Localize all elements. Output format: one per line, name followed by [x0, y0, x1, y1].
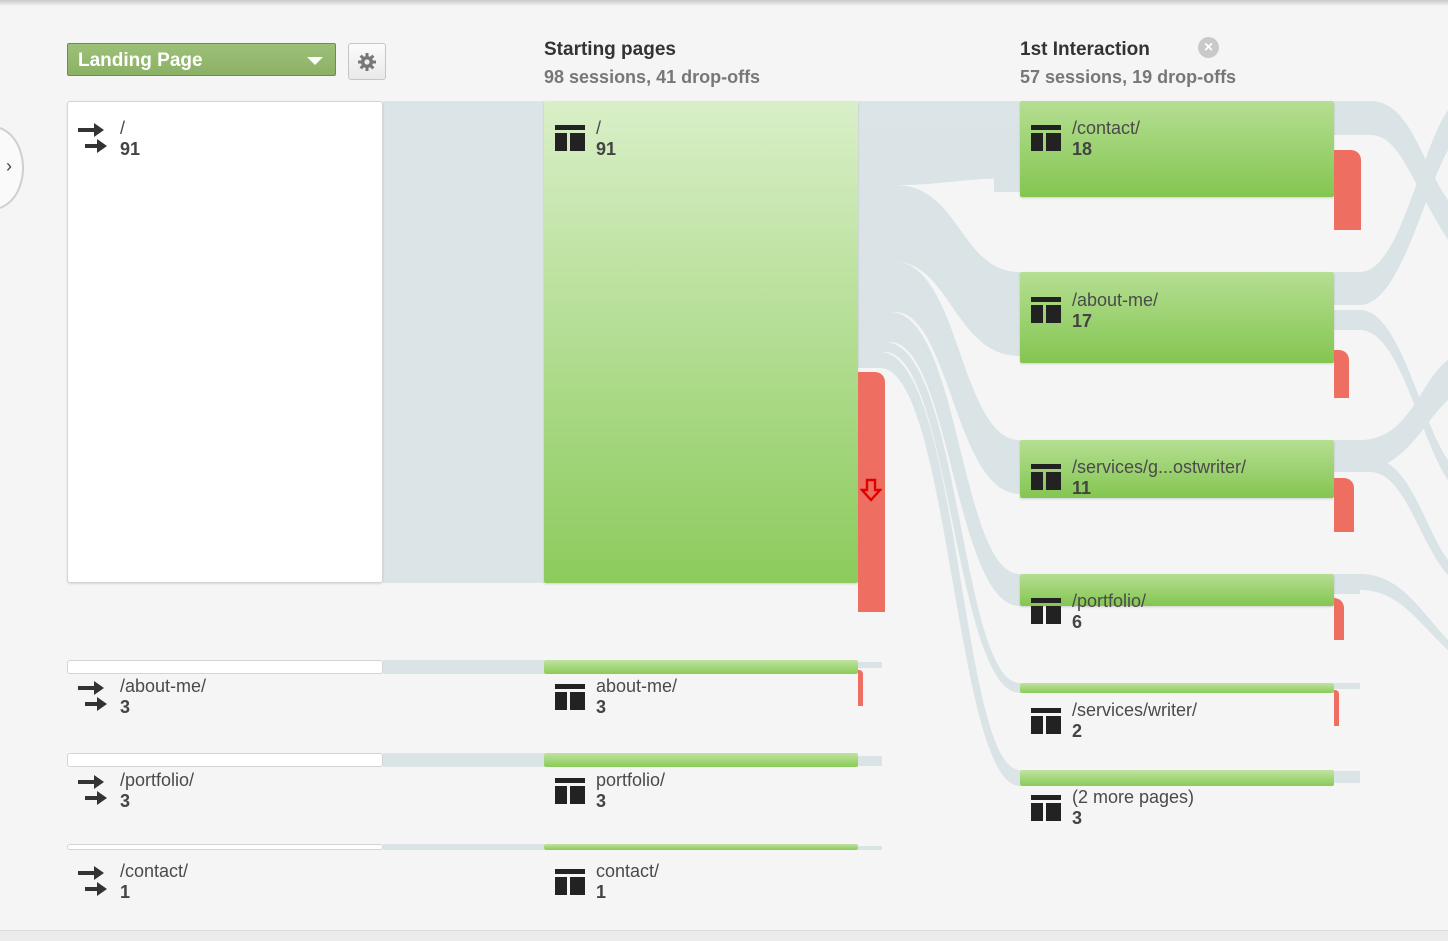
interaction-dropoff-services[interactable] [1334, 478, 1354, 532]
node-path: /services/writer/ [1072, 700, 1198, 720]
starting-dropoff-about[interactable] [858, 670, 863, 706]
landing-node-contact[interactable] [67, 844, 383, 850]
interaction-dropoff-about[interactable] [1334, 350, 1349, 398]
flow-home-contact [858, 101, 1020, 185]
page-layout-icon [555, 869, 585, 895]
landing-label-contact: /contact/ 1 [120, 861, 188, 903]
node-path: /portfolio/ [120, 770, 195, 790]
flow-home-services [858, 262, 1020, 494]
node-path: (2 more pages) [1072, 787, 1195, 807]
node-path: /about-me/ [120, 676, 207, 696]
starting-pages-title: Starting pages [544, 39, 676, 60]
node-count: 1 [596, 882, 607, 902]
landing-label-home: / 91 [120, 118, 140, 160]
starting-label-about: about-me/ 3 [596, 676, 677, 718]
starting-pages-subtitle: 98 sessions, 41 drop-offs [544, 67, 761, 87]
interaction-dropoff-portfolio[interactable] [1334, 598, 1344, 640]
page-layout-icon [1031, 464, 1061, 490]
node-count: 91 [120, 139, 141, 159]
page-layout-icon [1031, 297, 1061, 323]
interaction-node-contact[interactable] [1020, 101, 1334, 197]
node-path: /about-me/ [1072, 290, 1159, 310]
node-path: /services/g...ostwriter/ [1072, 457, 1247, 477]
interaction-node-portfolio[interactable] [1020, 574, 1334, 606]
page-layout-icon [555, 684, 585, 710]
page-layout-icon [1031, 795, 1061, 821]
node-path: portfolio/ [596, 770, 666, 790]
node-count: 91 [596, 139, 617, 159]
interaction-label-writer: /services/writer/ 2 [1072, 700, 1197, 742]
landing-arrows-icon [78, 123, 107, 153]
landing-node-portfolio[interactable] [67, 753, 383, 767]
flow-landing-home [383, 101, 544, 583]
gear-icon [358, 52, 376, 71]
page-layout-icon [555, 778, 585, 804]
page-layout-icon [1031, 708, 1061, 734]
page-layout-icon [1031, 598, 1061, 624]
interaction-node-more[interactable] [1020, 770, 1334, 786]
interaction-label-more[interactable]: (2 more pages) 3 [1072, 787, 1194, 829]
top-shadow [0, 0, 1448, 6]
landing-label-portfolio: /portfolio/ 3 [120, 770, 194, 812]
starting-label-home: / 91 [596, 118, 616, 160]
node-count: 3 [120, 791, 131, 811]
page-layout-icon [1031, 125, 1061, 151]
node-count: 3 [596, 697, 607, 717]
close-icon[interactable]: × [1198, 37, 1219, 58]
first-interaction-title: 1st Interaction [1020, 39, 1150, 60]
node-path: /portfolio/ [1072, 591, 1147, 611]
node-path: /contact/ [1072, 118, 1141, 138]
node-count: 1 [120, 882, 131, 902]
starting-node-home[interactable] [544, 101, 858, 583]
interaction-dropoff-writer[interactable] [1334, 690, 1339, 726]
node-count: 2 [1072, 721, 1083, 741]
starting-node-portfolio[interactable] [544, 753, 858, 767]
settings-button[interactable] [348, 43, 386, 80]
dimension-select[interactable]: Landing Page [67, 43, 336, 76]
node-count: 18 [1072, 139, 1093, 159]
node-path: about-me/ [596, 676, 678, 696]
node-count: 3 [596, 791, 607, 811]
node-path: / [120, 118, 126, 138]
flow-landing-portfolio [383, 753, 544, 767]
node-count: 11 [1072, 478, 1092, 498]
interaction-node-writer[interactable] [1020, 683, 1334, 693]
interaction-label-about: /about-me/ 17 [1072, 290, 1158, 332]
interaction-label-portfolio: /portfolio/ 6 [1072, 591, 1146, 633]
node-count: 3 [1072, 808, 1083, 828]
landing-node-home[interactable] [67, 101, 383, 583]
starting-node-contact[interactable] [544, 844, 858, 850]
landing-arrows-icon [78, 775, 107, 805]
interaction-node-about[interactable] [1020, 272, 1334, 363]
interaction-dropoff-contact[interactable] [1334, 150, 1361, 230]
interaction-label-contact: /contact/ 18 [1072, 118, 1140, 160]
node-path: contact/ [596, 861, 660, 881]
bottom-divider [0, 930, 1448, 941]
starting-label-contact: contact/ 1 [596, 861, 659, 903]
starting-label-portfolio: portfolio/ 3 [596, 770, 665, 812]
flow-home-portfolio [858, 312, 1020, 606]
dropoff-arrow-icon[interactable] [860, 478, 882, 502]
node-count: 6 [1072, 612, 1083, 632]
flow-landing-contact [383, 844, 544, 850]
dimension-select-label: Landing Page [78, 50, 203, 71]
node-count: 3 [120, 697, 131, 717]
landing-arrows-icon [78, 681, 107, 711]
node-path: / [596, 118, 602, 138]
starting-node-about[interactable] [544, 660, 858, 674]
landing-node-about[interactable] [67, 660, 383, 674]
landing-arrows-icon [78, 866, 107, 896]
first-interaction-subtitle: 57 sessions, 19 drop-offs [1020, 67, 1237, 87]
interaction-label-services: /services/g...ostwriter/ 11 [1072, 457, 1246, 499]
flow-landing-about [383, 660, 544, 674]
landing-label-about: /about-me/ 3 [120, 676, 206, 718]
page-layout-icon [555, 125, 585, 151]
flow-home-about [858, 185, 1020, 356]
node-path: /contact/ [120, 861, 189, 881]
node-count: 17 [1072, 311, 1093, 331]
chevron-down-icon [307, 57, 323, 65]
interaction-node-services[interactable] [1020, 440, 1334, 498]
